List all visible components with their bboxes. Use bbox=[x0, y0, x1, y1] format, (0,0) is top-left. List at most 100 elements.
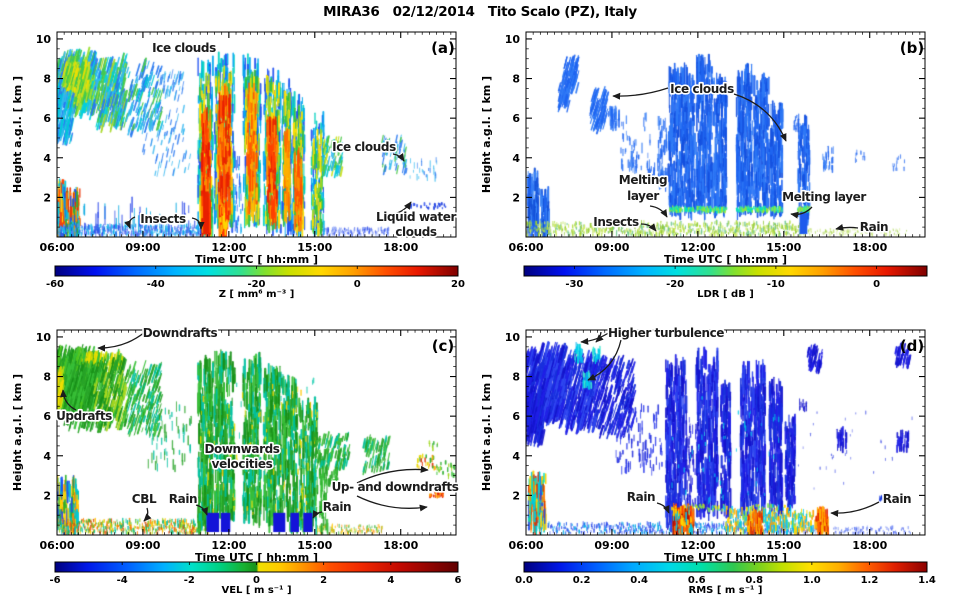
x-tick-label: 09:00 bbox=[594, 241, 629, 254]
y-tick-label: 8 bbox=[512, 73, 520, 86]
x-tick-label: 06:00 bbox=[508, 241, 543, 254]
colorbar-tick-label: 0.0 bbox=[515, 575, 533, 586]
colorbar-tick-label: 0.2 bbox=[573, 575, 591, 586]
panel-a-heatmap bbox=[57, 32, 456, 237]
annotation-arrow-rain bbox=[835, 223, 859, 231]
colorbar-tick-label: 1.2 bbox=[861, 575, 879, 586]
y-tick-label: 2 bbox=[512, 191, 520, 204]
annotation-insects: Insects bbox=[593, 215, 639, 229]
annotation-arrow-melting bbox=[649, 205, 668, 218]
y-tick-label: 8 bbox=[43, 371, 51, 384]
colorbar-title-d: RMS [ m s⁻¹ ] bbox=[689, 585, 763, 596]
panel-letter-d: (d) bbox=[900, 337, 924, 355]
annotation-arrow-ice-clouds bbox=[612, 87, 669, 100]
y-tick-label: 10 bbox=[36, 33, 52, 46]
annotation-rain: Rain bbox=[627, 490, 655, 504]
annotation-arrow-melting-layer bbox=[790, 206, 813, 219]
panel-d-heatmap bbox=[526, 330, 925, 535]
colorbar-tick-label: 1.0 bbox=[803, 575, 821, 586]
colorbar-title-b: LDR [ dB ] bbox=[697, 289, 754, 300]
colorbar-tick-label: -20 bbox=[247, 279, 265, 290]
x-tick-label: 15:00 bbox=[766, 241, 801, 254]
annotation-arrow-rain bbox=[830, 501, 880, 517]
annotation-melting-layer: Melting layer bbox=[782, 190, 866, 204]
colorbar-tick-label: -6 bbox=[49, 575, 60, 586]
y-axis-title: Height a.g.l. [ km ] bbox=[480, 374, 493, 491]
x-tick-label: 06:00 bbox=[39, 241, 74, 254]
annotation-arrow-ice-clouds bbox=[392, 153, 405, 162]
y-tick-label: 4 bbox=[512, 152, 520, 165]
colorbar-tick-label: -60 bbox=[46, 279, 64, 290]
x-tick-label: 12:00 bbox=[211, 241, 246, 254]
annotation-arrow-downdrafts bbox=[97, 331, 146, 352]
colorbar-b: -30 -20 -10 0 LDR [ dB ] bbox=[523, 265, 928, 300]
annotation-arrow-rain bbox=[312, 509, 323, 519]
panel-b-heatmap bbox=[526, 32, 925, 237]
annotation-arrow-insects bbox=[640, 223, 657, 232]
annotation-insects: Insects bbox=[140, 212, 186, 226]
y-tick-label: 6 bbox=[512, 112, 520, 125]
colorbar-tick-label: 2 bbox=[320, 575, 327, 586]
x-tick-label: 06:00 bbox=[508, 539, 543, 552]
colorbar-tick-label: -2 bbox=[184, 575, 195, 586]
y-tick-label: 8 bbox=[512, 371, 520, 384]
colorbar-tick-label: 0 bbox=[253, 575, 260, 586]
x-tick-label: 15:00 bbox=[766, 539, 801, 552]
colorbar-tick-label: -40 bbox=[147, 279, 165, 290]
x-tick-label: 18:00 bbox=[852, 241, 887, 254]
annotation-downdrafts: Downdrafts bbox=[143, 326, 218, 340]
y-tick-label: 2 bbox=[512, 489, 520, 502]
annotation-updrafts: Updrafts bbox=[56, 409, 112, 423]
annotation-arrow-updrafts bbox=[59, 389, 77, 411]
colorbar-tick-label: 0 bbox=[354, 279, 361, 290]
annotation-melting: Melting layer bbox=[619, 173, 667, 203]
y-tick-label: 10 bbox=[505, 33, 521, 46]
annotation-arrow-higher-turbulence bbox=[595, 331, 604, 343]
x-axis-title: Time UTC [ hh:mm ] bbox=[664, 253, 787, 266]
annotation-arrow-up-and-downdrafts bbox=[356, 465, 429, 484]
x-tick-label: 18:00 bbox=[383, 241, 418, 254]
annotation-rain: Rain bbox=[860, 220, 888, 234]
x-tick-label: 18:00 bbox=[852, 539, 887, 552]
panel-c: 06:00 09:00 12:00 15:00 18:00 Time UTC [ hh:m… bbox=[11, 324, 462, 596]
y-axis-title: Height a.g.l. [ km ] bbox=[11, 76, 24, 193]
x-tick-label: 15:00 bbox=[297, 539, 332, 552]
panel-letter-b: (b) bbox=[900, 39, 924, 57]
colorbar-tick-label: 0.6 bbox=[688, 575, 706, 586]
colorbar-tick-label: -20 bbox=[666, 279, 684, 290]
x-tick-label: 15:00 bbox=[297, 241, 332, 254]
panel-letter-c: (c) bbox=[432, 337, 455, 355]
annotation-arrow-up-and-downdrafts bbox=[356, 495, 428, 512]
panel-b: 06:00 09:00 12:00 15:00 18:00 Time UTC [ hh:m… bbox=[480, 31, 928, 300]
y-tick-label: 8 bbox=[43, 73, 51, 86]
colorbar-title-a: Z [ mm⁶ m⁻³ ] bbox=[219, 289, 295, 300]
annotation-rain: Rain bbox=[883, 492, 911, 506]
colorbar-title-c: VEL [ m s⁻¹ ] bbox=[221, 585, 291, 596]
annotation-arrow-insects bbox=[191, 217, 205, 230]
y-tick-label: 4 bbox=[43, 450, 51, 463]
y-tick-label: 6 bbox=[43, 410, 51, 423]
annotation-ice-clouds: Ice clouds bbox=[152, 41, 216, 55]
x-tick-label: 12:00 bbox=[680, 539, 715, 552]
x-tick-label: 09:00 bbox=[125, 539, 160, 552]
annotation-arrow-rain bbox=[656, 502, 670, 514]
colorbar-tick-label: 6 bbox=[455, 575, 462, 586]
y-tick-label: 6 bbox=[43, 112, 51, 125]
x-tick-label: 06:00 bbox=[39, 539, 74, 552]
colorbar-tick-label: 0 bbox=[873, 279, 880, 290]
y-tick-label: 10 bbox=[36, 331, 52, 344]
colorbar-tick-label: 0.4 bbox=[630, 575, 648, 586]
colorbar-tick-label: -30 bbox=[565, 279, 583, 290]
annotation-arrow-ice-clouds bbox=[733, 93, 787, 142]
annotation-downwards: Downwards velocities bbox=[204, 442, 279, 471]
figure-title: MIRA36 02/12/2014 Tito Scalo (PZ), Italy bbox=[323, 4, 637, 20]
annotation-up-and-downdrafts: Up- and downdrafts bbox=[332, 480, 459, 494]
annotation-arrow-higher-turbulence bbox=[580, 331, 611, 345]
y-tick-label: 4 bbox=[43, 152, 51, 165]
y-axis-title: Height a.g.l. [ km ] bbox=[480, 76, 493, 193]
colorbar-c: -6 -4 -2 0 2 4 6 VEL [ m s⁻¹ ] bbox=[49, 561, 462, 596]
colorbar-tick-label: -4 bbox=[117, 575, 128, 586]
colorbar-tick-label: 0.8 bbox=[745, 575, 763, 586]
y-tick-label: 2 bbox=[43, 489, 51, 502]
